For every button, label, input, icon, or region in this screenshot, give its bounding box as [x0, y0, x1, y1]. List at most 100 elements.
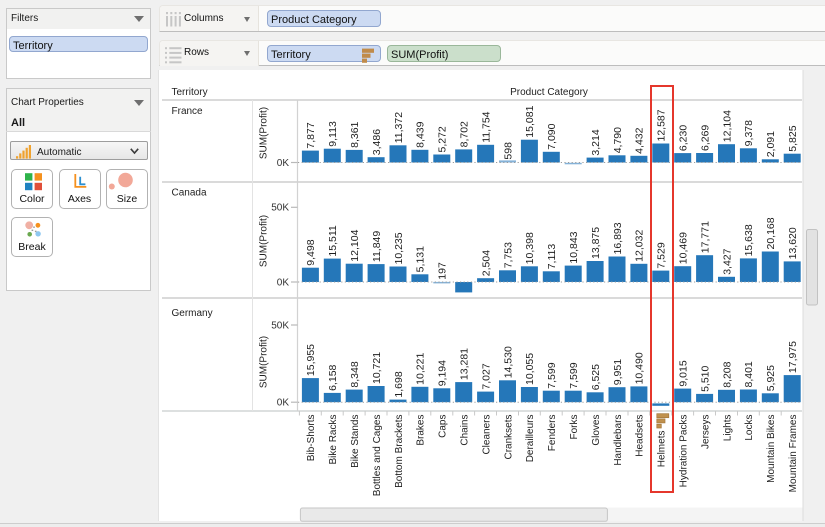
- svg-text:8,348: 8,348: [349, 361, 361, 387]
- svg-text:Lights: Lights: [722, 415, 733, 442]
- svg-text:9,113: 9,113: [327, 121, 339, 147]
- svg-text:13,281: 13,281: [459, 348, 471, 380]
- svg-text:50K: 50K: [271, 203, 289, 214]
- svg-text:3,214: 3,214: [590, 129, 602, 155]
- svg-text:Forks: Forks: [569, 415, 580, 440]
- svg-text:15,955: 15,955: [305, 344, 317, 376]
- svg-text:20,168: 20,168: [765, 217, 777, 249]
- svg-text:10,721: 10,721: [371, 352, 383, 384]
- svg-text:0K: 0K: [277, 398, 290, 409]
- svg-text:Germany: Germany: [172, 308, 213, 319]
- svg-text:10,398: 10,398: [524, 232, 536, 264]
- svg-text:10,843: 10,843: [568, 231, 580, 263]
- svg-text:6,525: 6,525: [590, 364, 602, 390]
- svg-text:9,194: 9,194: [437, 360, 449, 386]
- svg-text:15,081: 15,081: [524, 105, 536, 137]
- svg-text:5,825: 5,825: [787, 125, 799, 151]
- svg-text:Mountain Bikes: Mountain Bikes: [766, 415, 777, 483]
- svg-text:SUM(Profit): SUM(Profit): [259, 336, 270, 388]
- svg-text:14,530: 14,530: [502, 346, 514, 378]
- svg-text:Mountain Frames: Mountain Frames: [788, 415, 799, 493]
- svg-text:0K: 0K: [277, 277, 290, 288]
- svg-text:11,754: 11,754: [480, 111, 492, 142]
- svg-text:Gloves: Gloves: [591, 415, 602, 446]
- svg-text:5,510: 5,510: [699, 365, 711, 391]
- svg-text:Chains: Chains: [460, 415, 471, 446]
- svg-text:7,027: 7,027: [480, 363, 492, 389]
- svg-text:16,893: 16,893: [612, 222, 624, 254]
- svg-text:Derailleurs: Derailleurs: [525, 415, 536, 463]
- svg-text:Territory: Territory: [172, 87, 208, 98]
- svg-text:50K: 50K: [271, 320, 289, 331]
- svg-text:5,925: 5,925: [765, 365, 777, 391]
- svg-text:12,032: 12,032: [634, 230, 646, 262]
- svg-text:Helmets: Helmets: [657, 431, 668, 468]
- svg-text:4,790: 4,790: [612, 127, 624, 153]
- svg-text:3,486: 3,486: [371, 129, 383, 155]
- svg-text:Canada: Canada: [172, 188, 207, 199]
- svg-text:13,875: 13,875: [590, 227, 602, 259]
- svg-text:9,378: 9,378: [743, 120, 755, 146]
- svg-text:9,015: 9,015: [678, 360, 690, 386]
- svg-text:10,221: 10,221: [415, 353, 427, 385]
- svg-text:15,638: 15,638: [743, 224, 755, 256]
- svg-text:6,158: 6,158: [327, 364, 339, 390]
- svg-text:7,529: 7,529: [656, 242, 668, 268]
- svg-text:8,401: 8,401: [743, 361, 755, 387]
- svg-text:10,235: 10,235: [393, 232, 405, 264]
- svg-text:9,498: 9,498: [305, 239, 317, 265]
- svg-text:11,372: 11,372: [393, 112, 405, 143]
- svg-text:7,753: 7,753: [502, 242, 514, 268]
- svg-text:2,504: 2,504: [480, 250, 492, 276]
- svg-text:7,090: 7,090: [546, 123, 558, 149]
- svg-text:8,439: 8,439: [415, 121, 427, 147]
- svg-text:Fenders: Fenders: [547, 415, 558, 452]
- svg-text:7,599: 7,599: [568, 362, 580, 388]
- svg-text:10,469: 10,469: [678, 232, 690, 264]
- svg-text:10,490: 10,490: [634, 352, 646, 384]
- svg-text:17,771: 17,771: [699, 221, 711, 253]
- svg-text:13,620: 13,620: [787, 227, 799, 259]
- svg-text:15,511: 15,511: [327, 225, 339, 256]
- svg-text:4,432: 4,432: [634, 127, 646, 153]
- svg-text:0K: 0K: [277, 158, 290, 169]
- svg-text:6,269: 6,269: [699, 125, 711, 151]
- svg-text:Cranksets: Cranksets: [503, 415, 514, 460]
- svg-text:1,698: 1,698: [393, 371, 405, 397]
- svg-text:8,702: 8,702: [459, 121, 471, 147]
- svg-text:Bike Racks: Bike Racks: [328, 415, 339, 465]
- svg-text:Brakes: Brakes: [416, 415, 427, 446]
- svg-text:12,587: 12,587: [656, 109, 668, 141]
- svg-text:598: 598: [502, 142, 514, 160]
- svg-text:5,272: 5,272: [437, 126, 449, 152]
- svg-text:Locks: Locks: [744, 415, 755, 441]
- svg-text:Caps: Caps: [438, 415, 449, 438]
- svg-text:Hydration Packs: Hydration Packs: [679, 415, 690, 488]
- svg-text:Cleaners: Cleaners: [481, 415, 492, 455]
- svg-text:2,091: 2,091: [765, 131, 777, 157]
- svg-text:Handlebars: Handlebars: [613, 415, 624, 466]
- svg-text:Bike Stands: Bike Stands: [350, 415, 361, 468]
- svg-text:7,877: 7,877: [305, 122, 317, 148]
- svg-text:5,131: 5,131: [415, 246, 427, 272]
- svg-text:9,951: 9,951: [612, 359, 624, 385]
- svg-text:8,208: 8,208: [721, 361, 733, 387]
- svg-text:SUM(Profit): SUM(Profit): [259, 215, 270, 267]
- svg-text:7,113: 7,113: [546, 244, 558, 270]
- svg-text:Headsets: Headsets: [635, 415, 646, 457]
- svg-text:France: France: [172, 106, 204, 117]
- svg-text:12,104: 12,104: [721, 110, 733, 142]
- svg-text:17,975: 17,975: [787, 341, 799, 373]
- svg-text:7,599: 7,599: [546, 362, 558, 388]
- svg-text:Bottom Brackets: Bottom Brackets: [394, 415, 405, 488]
- svg-text:11,849: 11,849: [371, 231, 383, 262]
- svg-text:Bib-Shorts: Bib-Shorts: [306, 415, 317, 462]
- svg-text:Product Category: Product Category: [510, 87, 588, 98]
- svg-text:197: 197: [437, 262, 449, 280]
- svg-text:12,104: 12,104: [349, 229, 361, 261]
- svg-text:6,230: 6,230: [678, 125, 690, 151]
- svg-text:Jerseys: Jerseys: [700, 415, 711, 449]
- svg-text:SUM(Profit): SUM(Profit): [259, 107, 270, 159]
- svg-text:8,361: 8,361: [349, 121, 361, 147]
- svg-text:Bottles and Cages: Bottles and Cages: [372, 415, 383, 497]
